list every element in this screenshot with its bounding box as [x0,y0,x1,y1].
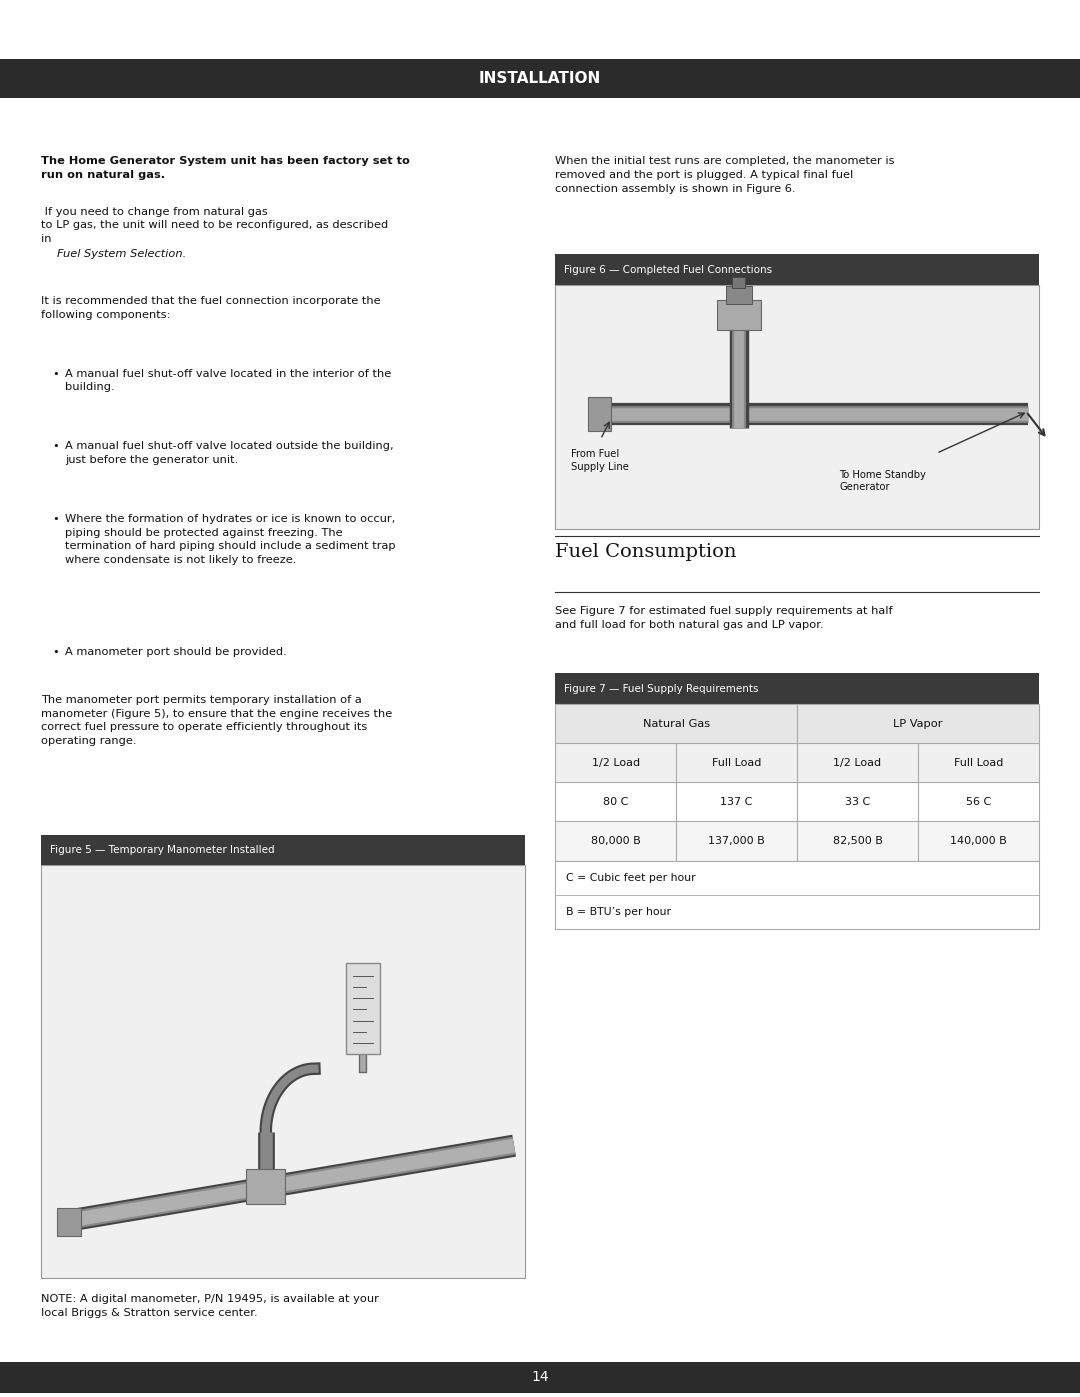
Text: •: • [52,369,58,379]
Text: 140,000 B: 140,000 B [950,835,1007,847]
Text: 80 C: 80 C [603,796,629,807]
Bar [588,398,611,432]
Bar [555,895,1039,929]
Text: Where the formation of hydrates or ice is known to occur,
piping should be prote: Where the formation of hydrates or ice i… [65,514,395,564]
Bar [41,866,525,1278]
Bar [246,1169,285,1204]
Text: Figure 6 — Completed Fuel Connections: Figure 6 — Completed Fuel Connections [564,264,772,275]
Text: 137 C: 137 C [720,796,753,807]
Text: A manometer port should be provided.: A manometer port should be provided. [65,647,286,657]
Text: 137,000 B: 137,000 B [708,835,765,847]
Text: 82,500 B: 82,500 B [833,835,882,847]
Text: 1/2 Load: 1/2 Load [592,757,639,768]
Bar [0,1362,1080,1393]
Text: A manual fuel shut-off valve located outside the building,
just before the gener: A manual fuel shut-off valve located out… [65,441,393,465]
Text: It is recommended that the fuel connection incorporate the
following components:: It is recommended that the fuel connecti… [41,296,380,320]
Bar [555,254,1039,285]
Text: •: • [52,514,58,524]
Bar [717,300,760,331]
Text: The manometer port permits temporary installation of a
manometer (Figure 5), to : The manometer port permits temporary ins… [41,696,392,746]
Text: Full Load: Full Load [712,757,761,768]
Text: •: • [52,441,58,451]
Text: Full Load: Full Load [954,757,1003,768]
Text: 1/2 Load: 1/2 Load [834,757,881,768]
Text: Figure 5 — Temporary Manometer Installed: Figure 5 — Temporary Manometer Installed [50,845,274,855]
Text: 80,000 B: 80,000 B [591,835,640,847]
Bar [346,964,380,1055]
Bar [555,673,1039,704]
Text: NOTE: A digital manometer, P/N 19495, is available at your
local Briggs & Stratt: NOTE: A digital manometer, P/N 19495, is… [41,1294,379,1317]
Text: B = BTU’s per hour: B = BTU’s per hour [566,907,671,918]
Bar [555,704,1039,743]
Text: Natural Gas: Natural Gas [643,718,710,729]
Text: Figure 7 — Fuel Supply Requirements: Figure 7 — Fuel Supply Requirements [564,683,758,694]
Bar [555,743,1039,782]
Bar [555,704,1039,929]
Bar [555,285,1039,529]
Text: If you need to change from natural gas
to LP gas, the unit will need to be recon: If you need to change from natural gas t… [41,207,389,244]
Text: 14: 14 [531,1370,549,1384]
Bar [555,821,1039,861]
Text: From Fuel
Supply Line: From Fuel Supply Line [571,450,630,472]
Text: LP Vapor: LP Vapor [893,718,943,729]
Bar [41,835,525,866]
Text: A manual fuel shut-off valve located in the interior of the
building.: A manual fuel shut-off valve located in … [65,369,391,393]
Bar [726,286,752,305]
Text: Fuel Consumption: Fuel Consumption [555,543,737,562]
Text: Fuel System Selection.: Fuel System Selection. [57,249,187,258]
Text: When the initial test runs are completed, the manometer is
removed and the port : When the initial test runs are completed… [555,156,894,194]
Text: The Home Generator System unit has been factory set to
run on natural gas.: The Home Generator System unit has been … [41,156,409,180]
Text: See Figure 7 for estimated fuel supply requirements at half
and full load for bo: See Figure 7 for estimated fuel supply r… [555,606,893,630]
Text: INSTALLATION: INSTALLATION [478,71,602,85]
Text: To Home Standby
Generator: To Home Standby Generator [839,469,926,493]
Bar [555,861,1039,895]
Text: 56 C: 56 C [966,796,991,807]
Bar [0,59,1080,98]
Text: •: • [52,647,58,657]
Bar [732,278,745,289]
Bar [57,1207,81,1236]
Text: 33 C: 33 C [845,796,870,807]
Text: C = Cubic feet per hour: C = Cubic feet per hour [566,873,696,883]
Bar [555,782,1039,821]
